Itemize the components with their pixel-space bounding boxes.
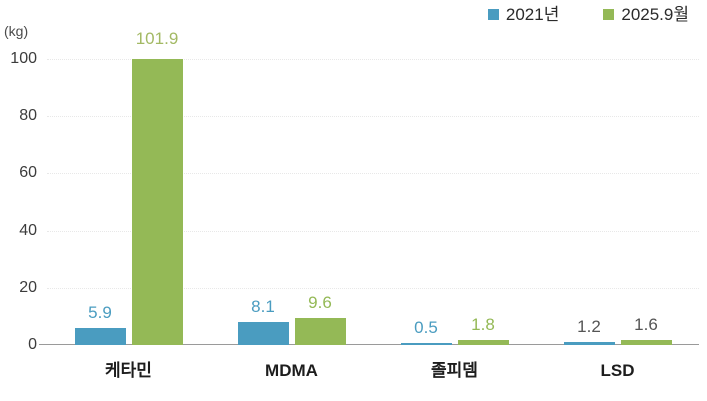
bar[interactable] (74, 328, 126, 345)
chart-legend: 2021년 2025.9월 (487, 5, 689, 24)
bar-group: 8.1 9.6 (210, 59, 373, 345)
bar-slot: 1.2 (563, 59, 615, 345)
bar-group: 5.9 101.9 (47, 30, 210, 345)
legend-label-2021: 2021년 (505, 5, 560, 24)
y-axis-unit-label: (kg) (4, 23, 29, 39)
y-axis-tick-label: 100 (10, 50, 37, 67)
bar[interactable] (294, 317, 346, 345)
bar-value-label: 0.5 (414, 318, 438, 337)
gridline (47, 59, 699, 60)
x-axis-category-label: MDMA (265, 361, 318, 380)
bar-value-label: 9.6 (308, 292, 332, 312)
y-axis-tick-label: 20 (19, 278, 37, 296)
x-axis-category-labels: 케타민 MDMA 졸피뎀 LSD (47, 362, 699, 379)
legend-entry-2025: 2025.9월 (603, 6, 689, 23)
bar-value-label: 8.1 (251, 296, 275, 316)
legend-swatch-icon-2025 (603, 9, 615, 20)
gridline (47, 173, 699, 175)
bar-slot: 5.9 (74, 59, 126, 345)
gridline (47, 287, 699, 289)
bar[interactable] (237, 321, 289, 345)
bar-slot: 1.6 (620, 59, 672, 345)
gridline (47, 116, 699, 118)
bar[interactable] (400, 343, 452, 345)
bar[interactable] (131, 59, 183, 345)
bar-slot: 8.1 (237, 59, 289, 345)
bar-group: 1.2 1.6 (536, 59, 699, 345)
bar-value-label: 101.9 (135, 28, 179, 48)
bar-value-label: 1.6 (634, 315, 658, 335)
legend-swatch-icon-2021 (487, 9, 499, 20)
plot-area: 0 20 40 60 80 100 5.9 101.9 8.1 9.6 0.5 1.8 1.2 1.6 (10, 30, 699, 353)
bar-slot: 101.9 (131, 30, 183, 345)
bar[interactable] (457, 339, 509, 345)
y-axis-tick-label: 80 (19, 107, 37, 125)
bar[interactable] (563, 341, 615, 345)
legend-label-2025: 2025.9월 (621, 5, 689, 24)
bar-groups: 5.9 101.9 8.1 9.6 0.5 1.8 1.2 1.6 (47, 30, 699, 345)
bar-slot: 9.6 (294, 59, 346, 345)
bar-group: 0.5 1.8 (373, 59, 536, 345)
y-axis-tick-label: 0 (28, 336, 37, 353)
x-axis-category-label: LSD (600, 361, 635, 380)
bar-slot: 0.5 (400, 59, 452, 345)
bar-value-label: 1.2 (577, 316, 601, 336)
bar[interactable] (620, 340, 672, 345)
bar-value-label: 1.8 (471, 314, 495, 334)
axis-baseline (39, 344, 699, 345)
bar-slot: 1.8 (457, 59, 509, 345)
gridline (47, 230, 699, 232)
y-axis-tick-label: 40 (19, 221, 37, 239)
y-axis-tick-label: 60 (19, 164, 37, 182)
x-axis-category-label: 졸피뎀 (431, 361, 478, 380)
x-axis-category-label: 케타민 (105, 361, 152, 380)
legend-entry-2021: 2021년 (487, 5, 560, 24)
bar-value-label: 5.9 (88, 303, 112, 323)
